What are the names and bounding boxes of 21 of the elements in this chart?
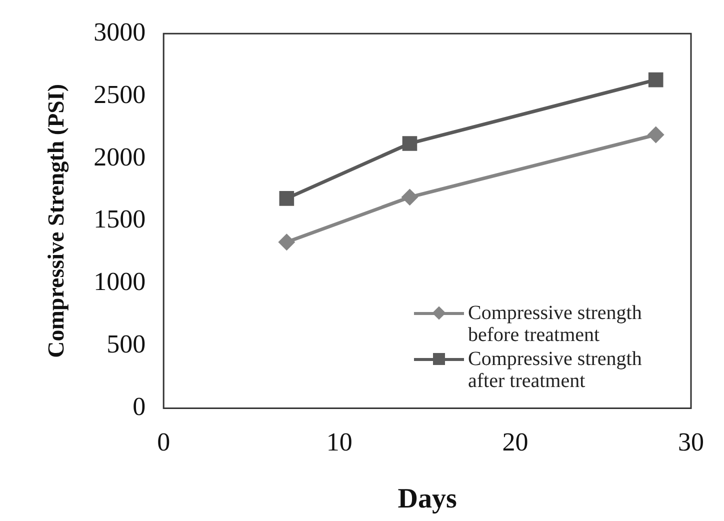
y-tick-label: 1500 bbox=[94, 204, 146, 234]
y-tick-label: 2000 bbox=[94, 142, 146, 172]
point bbox=[402, 189, 418, 205]
x-tick-label: 30 bbox=[678, 428, 704, 457]
point bbox=[402, 136, 418, 151]
y-tick-label: 3000 bbox=[94, 17, 146, 46]
point bbox=[278, 234, 294, 250]
y-tick-label: 500 bbox=[106, 330, 146, 359]
x-axis-title: Days bbox=[398, 483, 457, 514]
legend-label: Compressive strength after treatment bbox=[468, 348, 643, 392]
y-axis-title: Compressive Strength (PSI) bbox=[44, 84, 70, 358]
y-tick-label: 0 bbox=[132, 392, 146, 422]
point bbox=[279, 191, 294, 206]
point bbox=[648, 72, 664, 88]
legend-label: Compressive strength before treatment bbox=[468, 302, 643, 346]
x-tick-label: 20 bbox=[502, 428, 528, 457]
x-tick-label: 10 bbox=[326, 428, 352, 457]
x-tick-label: 0 bbox=[157, 428, 170, 457]
point bbox=[648, 126, 664, 142]
y-tick-label: 1000 bbox=[94, 267, 146, 296]
y-tick-label: 2500 bbox=[94, 80, 146, 109]
